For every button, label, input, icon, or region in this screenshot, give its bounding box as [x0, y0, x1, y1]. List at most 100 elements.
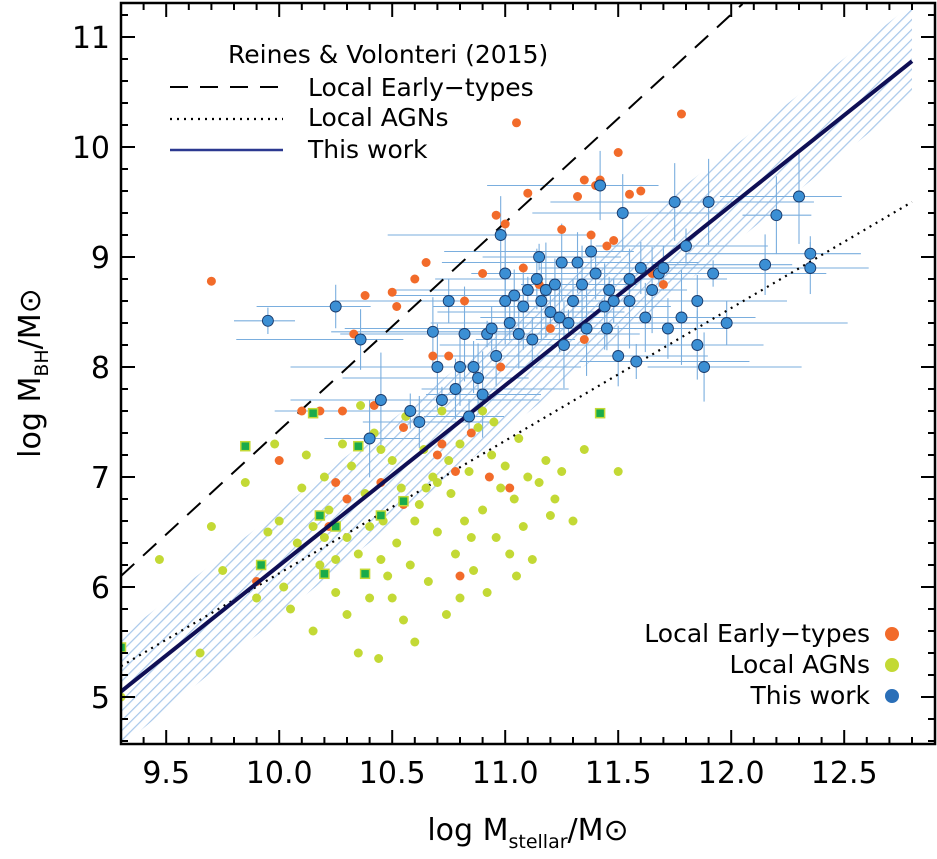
x-tick-label: 12.5: [811, 756, 878, 791]
agn-point: [437, 406, 447, 416]
agn-point: [557, 467, 567, 476]
legend-bottom-entry-this: This work: [749, 681, 870, 710]
this-work-point: [607, 295, 620, 307]
early-type-point: [437, 439, 447, 449]
agn-point: [337, 439, 347, 449]
agn-point: [319, 472, 329, 482]
legend-top-entry-this: This work: [307, 135, 428, 164]
square-point: [594, 407, 606, 419]
agn-point: [270, 439, 280, 449]
agn-point: [466, 533, 476, 542]
agn-point: [491, 533, 501, 542]
agn-point: [218, 566, 228, 575]
this-work-point: [720, 317, 733, 329]
agn-point: [374, 654, 384, 663]
this-work-point: [603, 284, 616, 296]
early-type-point: [337, 406, 347, 416]
this-work-point: [363, 432, 376, 445]
early-type-point: [460, 296, 470, 306]
early-type-point: [545, 324, 555, 333]
agn-point: [353, 648, 363, 658]
agn-point: [356, 401, 366, 410]
square-point: [359, 568, 371, 580]
agn-point: [464, 467, 474, 476]
this-work-point: [463, 410, 475, 423]
agn-point: [446, 489, 456, 498]
agn-point: [613, 467, 623, 476]
y-tick-label: 6: [91, 571, 110, 606]
this-work-point: [585, 245, 598, 258]
this-work-point: [793, 190, 805, 203]
early-type-point: [579, 335, 589, 344]
this-work-point: [558, 339, 570, 351]
this-work-point: [553, 311, 566, 324]
early-type-point: [491, 210, 501, 220]
this-work-point: [555, 256, 568, 269]
this-work-point: [442, 295, 455, 307]
square-point: [353, 440, 364, 452]
agn-point: [396, 483, 406, 493]
this-work-point: [467, 361, 480, 373]
agn-point: [512, 571, 521, 581]
x-tick-label: 10.0: [246, 756, 313, 791]
agn-point: [353, 549, 363, 559]
this-work-point: [804, 247, 817, 260]
agn-point: [410, 516, 420, 526]
agn-point: [489, 417, 499, 427]
this-work-point: [431, 361, 444, 373]
early-types-relation-line: [121, 3, 744, 577]
agn-point: [455, 593, 465, 603]
agn-point: [342, 533, 352, 542]
agn-point: [473, 423, 483, 432]
square-point: [240, 440, 251, 452]
x-tick-label: 11.0: [472, 756, 539, 791]
x-tick-label: 10.5: [359, 756, 426, 791]
legend-top-entry-agn: Local AGNs: [308, 103, 449, 132]
early-type-point: [410, 274, 420, 284]
this-work-point: [634, 262, 647, 274]
agn-point: [286, 604, 295, 614]
this-work-point: [485, 322, 498, 335]
x-tick-label: 9.5: [142, 756, 190, 791]
agn-point: [263, 527, 273, 537]
this-work-point: [472, 372, 485, 384]
this-work-point: [630, 355, 643, 368]
agn-point: [308, 522, 318, 531]
agn-point: [441, 610, 451, 619]
agn-point: [523, 472, 533, 482]
early-type-point: [392, 302, 402, 311]
early-type-point: [428, 351, 438, 361]
agn-point: [195, 648, 205, 658]
early-type-point: [658, 280, 668, 289]
agn-point: [496, 483, 506, 493]
this-work-point: [623, 273, 636, 285]
legend-early-marker: [885, 627, 899, 641]
agn-point: [469, 566, 479, 575]
this-work-point: [476, 388, 489, 401]
early-type-point: [466, 428, 476, 438]
agn-point: [455, 439, 465, 449]
agn-point: [365, 593, 375, 603]
this-work-point: [707, 267, 720, 280]
legend-bottom-entry-agn: Local AGNs: [729, 650, 870, 679]
legend-bottom: Local Early−types Local AGNs This work: [644, 619, 899, 710]
early-type-point: [523, 188, 533, 198]
agn-point: [154, 555, 164, 564]
early-type-point: [274, 456, 284, 465]
agn-point: [331, 555, 341, 564]
this-work-point: [490, 350, 503, 362]
agn-point: [342, 610, 352, 619]
agn-point: [405, 560, 415, 570]
this-work-point: [454, 361, 466, 373]
square-point: [319, 568, 330, 580]
early-type-point: [342, 494, 352, 504]
early-type-point: [484, 472, 494, 482]
agn-point: [297, 483, 307, 493]
this-work-point: [598, 300, 611, 313]
agn-point: [387, 593, 397, 603]
y-axis-title: log MBH/M⊙: [13, 288, 53, 458]
agn-point: [509, 494, 519, 504]
square-points: [121, 407, 606, 653]
this-work-point: [589, 267, 602, 280]
agn-point: [315, 560, 325, 570]
